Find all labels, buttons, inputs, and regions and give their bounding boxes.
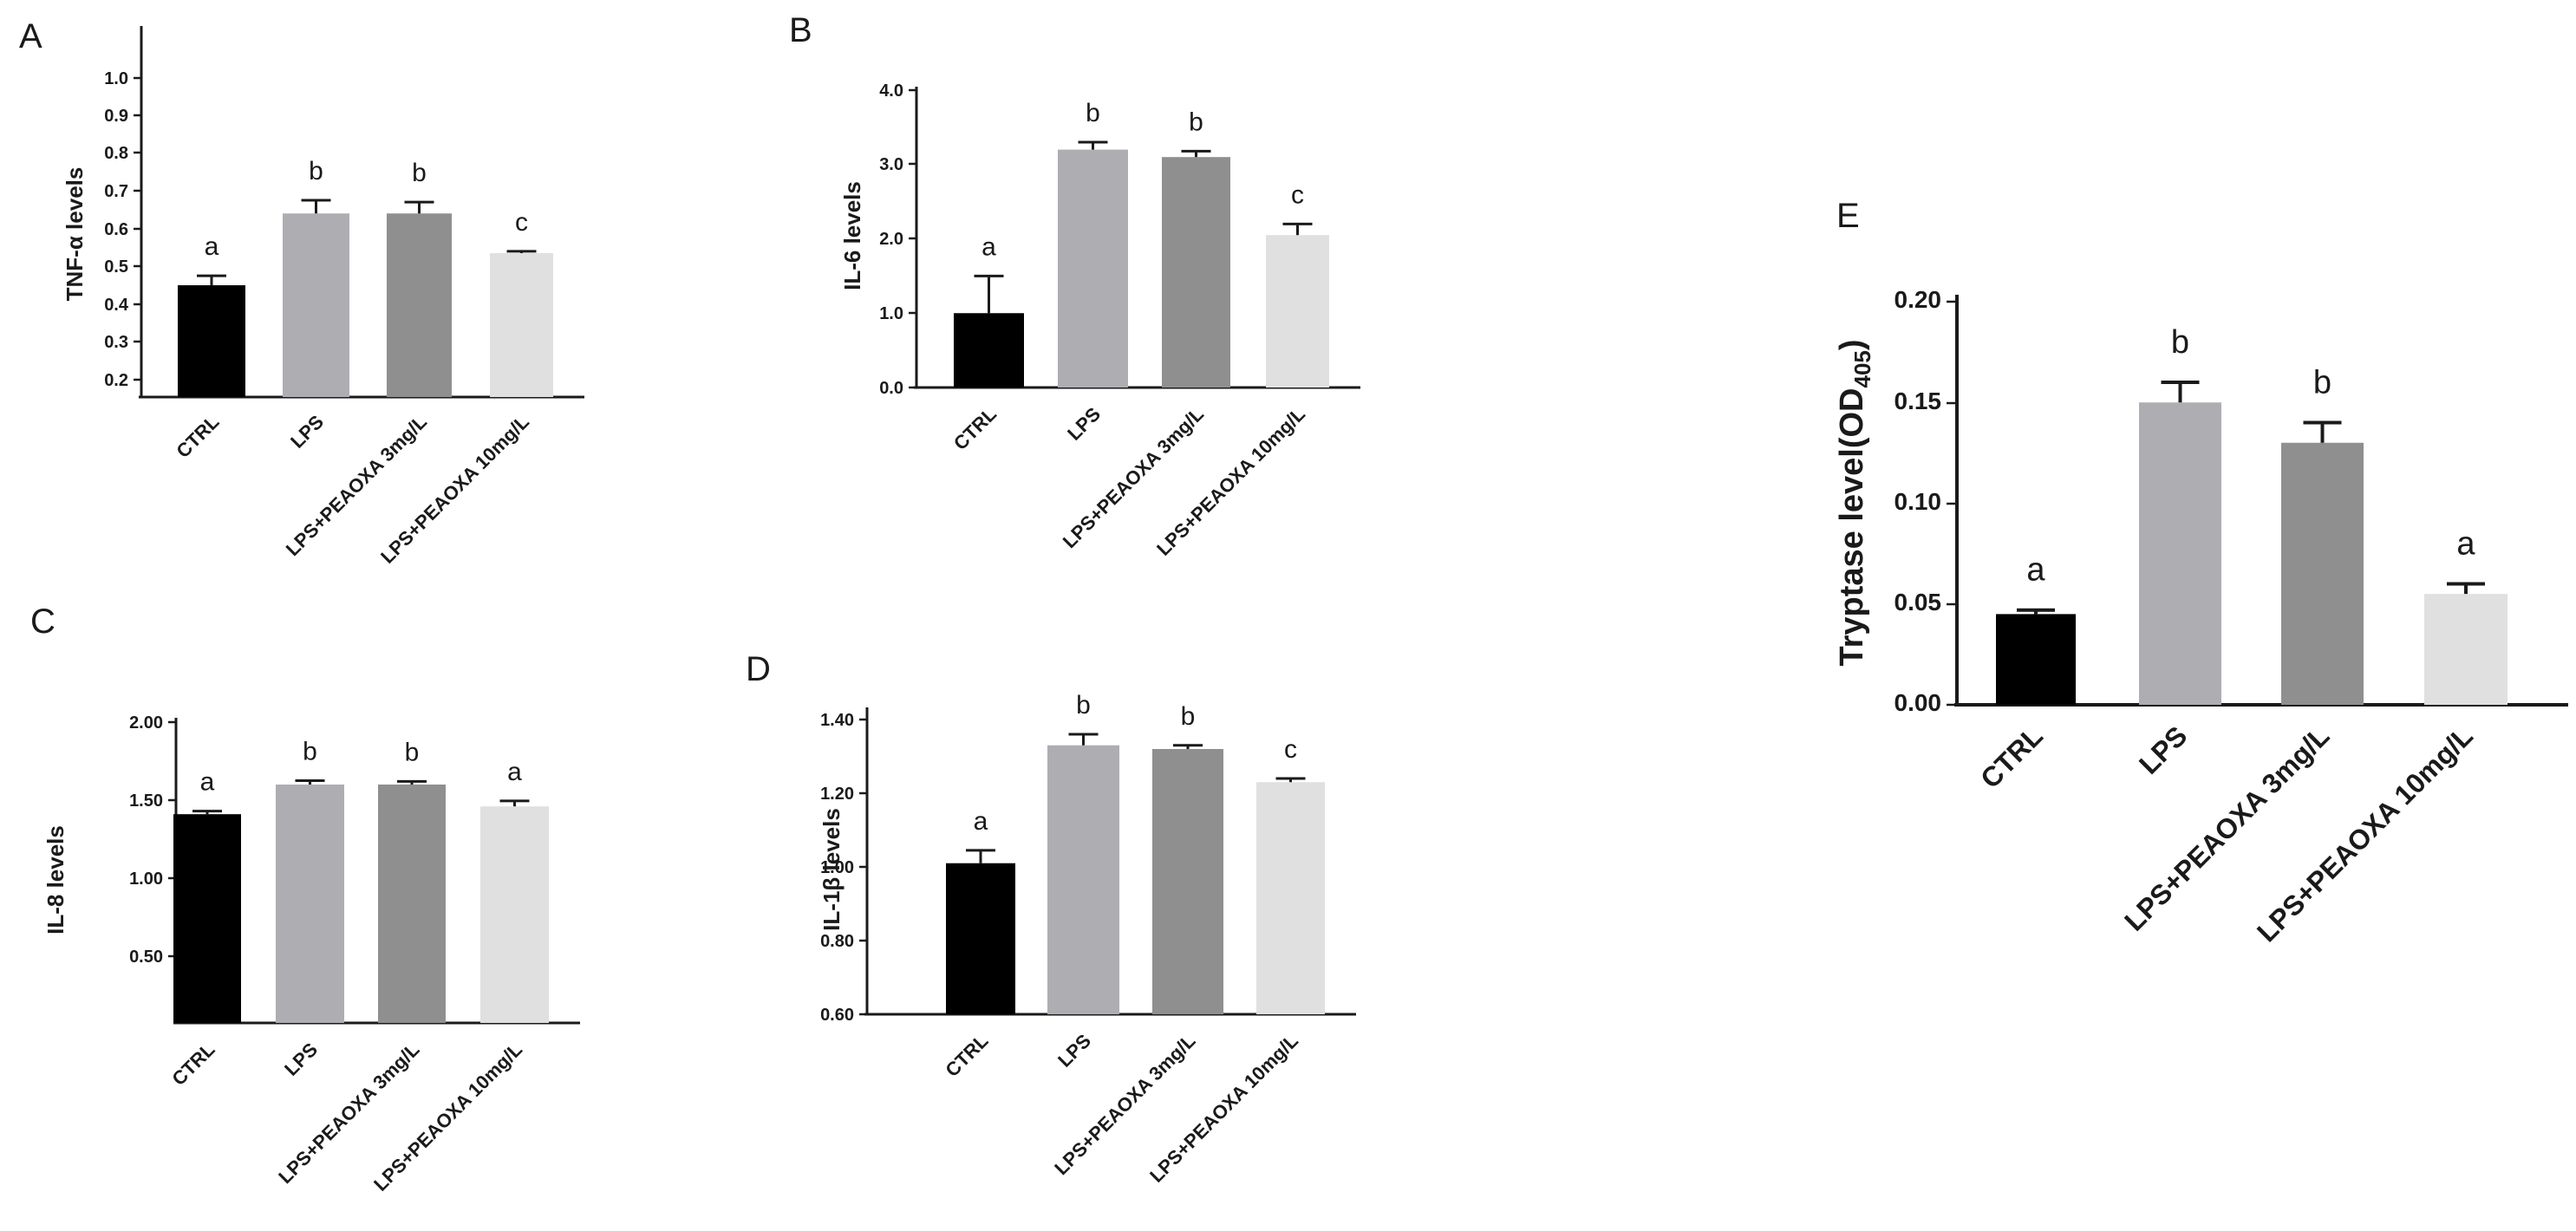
bar-1 <box>178 285 245 397</box>
category-label: LPS <box>286 411 328 453</box>
y-axis-label: IL-8 levels <box>42 825 68 935</box>
y-tick-label: 1.0 <box>104 69 128 88</box>
category-label: CTRL <box>949 403 1001 454</box>
panel-a: A 0.2 0.3 0.4 0.5 0.6 0.7 0.8 0.9 1.0 TNF-α levels… <box>19 17 584 568</box>
y-tick-label: 0.05 <box>1895 589 1942 616</box>
significance-label: a <box>2456 526 2475 563</box>
significance-label: b <box>309 157 323 186</box>
bar-3 <box>378 785 446 1023</box>
y-tick-label: 0.2 <box>104 371 128 390</box>
category-label: LPS <box>2133 720 2193 779</box>
significance-label: b <box>1086 99 1100 127</box>
significance-label: a <box>205 232 219 261</box>
bar-1 <box>954 313 1024 388</box>
bar-4 <box>480 806 549 1023</box>
bar-1 <box>946 863 1015 1014</box>
panel-letter: B <box>789 11 812 49</box>
significance-label: a <box>974 807 988 836</box>
significance-label: b <box>2171 324 2189 361</box>
panel-letter: A <box>19 17 42 55</box>
y-tick-label: 0.00 <box>1895 689 1942 716</box>
y-tick-label: 1.0 <box>879 304 903 323</box>
y-tick-label: 0.9 <box>104 107 128 126</box>
significance-label: b <box>1189 107 1203 136</box>
bar-3 <box>1162 157 1230 388</box>
bar-1 <box>173 814 241 1023</box>
bar-2 <box>276 785 344 1023</box>
panel-letter: E <box>1836 197 1860 235</box>
significance-label: a <box>2026 552 2045 589</box>
significance-label: b <box>303 738 317 766</box>
y-tick-label: 3.0 <box>879 155 903 174</box>
significance-label: b <box>1076 691 1091 720</box>
y-tick-label: 0.0 <box>879 379 903 398</box>
y-tick-label: 0.3 <box>104 333 128 352</box>
y-axis-label: IL-6 levels <box>839 181 865 290</box>
significance-label: b <box>2313 365 2331 401</box>
bar-2 <box>1058 149 1128 388</box>
y-tick-label: 0.7 <box>104 182 128 201</box>
category-label: CTRL <box>167 1039 218 1090</box>
significance-label: b <box>1181 702 1196 731</box>
y-tick-label: 0.4 <box>104 296 129 315</box>
category-label: LPS <box>280 1039 322 1080</box>
panel-d: D 0.60 0.80 1.00 1.20 1.40 IL-1β levels a CTRL b L… <box>746 650 1356 1187</box>
y-tick-label: 0.15 <box>1895 388 1942 414</box>
category-label: LPS <box>1053 1030 1095 1071</box>
y-tick-label: 0.6 <box>104 220 128 239</box>
significance-label: a <box>200 768 215 797</box>
bar-1 <box>1996 614 2076 705</box>
y-tick-label: 0.60 <box>820 1006 854 1025</box>
category-label: LPS <box>1063 403 1105 445</box>
bar-4 <box>490 253 553 397</box>
y-axis-label: TNF-α levels <box>62 167 88 302</box>
y-tick-label: 2.0 <box>879 230 903 249</box>
significance-label: b <box>412 159 427 187</box>
y-tick-label: 0.80 <box>820 932 854 951</box>
category-label: CTRL <box>1974 720 2049 794</box>
panel-letter: D <box>746 650 771 688</box>
bar-4 <box>2424 594 2508 705</box>
bar-3 <box>387 213 452 397</box>
category-label: CTRL <box>941 1030 992 1081</box>
y-axis-label: Tryptase level(OD405) <box>1834 339 1875 666</box>
bar-2 <box>1047 745 1119 1014</box>
y-axis-label: IL-1β levels <box>818 808 845 931</box>
y-tick-label: 1.20 <box>820 785 854 804</box>
bar-4 <box>1256 782 1325 1014</box>
y-tick-label: 0.50 <box>129 948 163 967</box>
bar-4 <box>1266 235 1329 388</box>
significance-label: a <box>507 758 522 786</box>
bar-3 <box>1152 749 1223 1014</box>
significance-label: c <box>1291 180 1304 209</box>
significance-label: a <box>981 232 996 261</box>
y-tick-label: 1.50 <box>129 791 163 811</box>
y-tick-label: 2.00 <box>129 713 163 733</box>
y-tick-label: 0.8 <box>104 144 128 163</box>
y-tick-label: 4.0 <box>879 81 903 101</box>
y-tick-label: 0.20 <box>1895 286 1942 313</box>
significance-label: b <box>405 738 420 766</box>
bar-2 <box>283 213 349 397</box>
panel-letter: C <box>30 602 55 641</box>
significance-label: c <box>515 208 528 237</box>
bar-3 <box>2281 442 2364 705</box>
y-tick-label: 1.00 <box>820 858 854 877</box>
y-tick-label: 0.5 <box>104 257 128 277</box>
y-tick-label: 1.40 <box>820 711 854 730</box>
category-label: CTRL <box>172 411 223 462</box>
panel-e: E 0.00 0.05 0.10 0.15 0.20 Tryptase level(OD40… <box>1834 197 2568 948</box>
bar-2 <box>2139 402 2221 705</box>
y-tick-label: 1.00 <box>129 870 163 889</box>
significance-label: c <box>1284 735 1297 764</box>
panel-b: B0.01.02.03.04.0IL-6 levels aCTRLbLPSbLPS… <box>789 11 1360 560</box>
y-tick-label: 0.10 <box>1895 488 1942 515</box>
